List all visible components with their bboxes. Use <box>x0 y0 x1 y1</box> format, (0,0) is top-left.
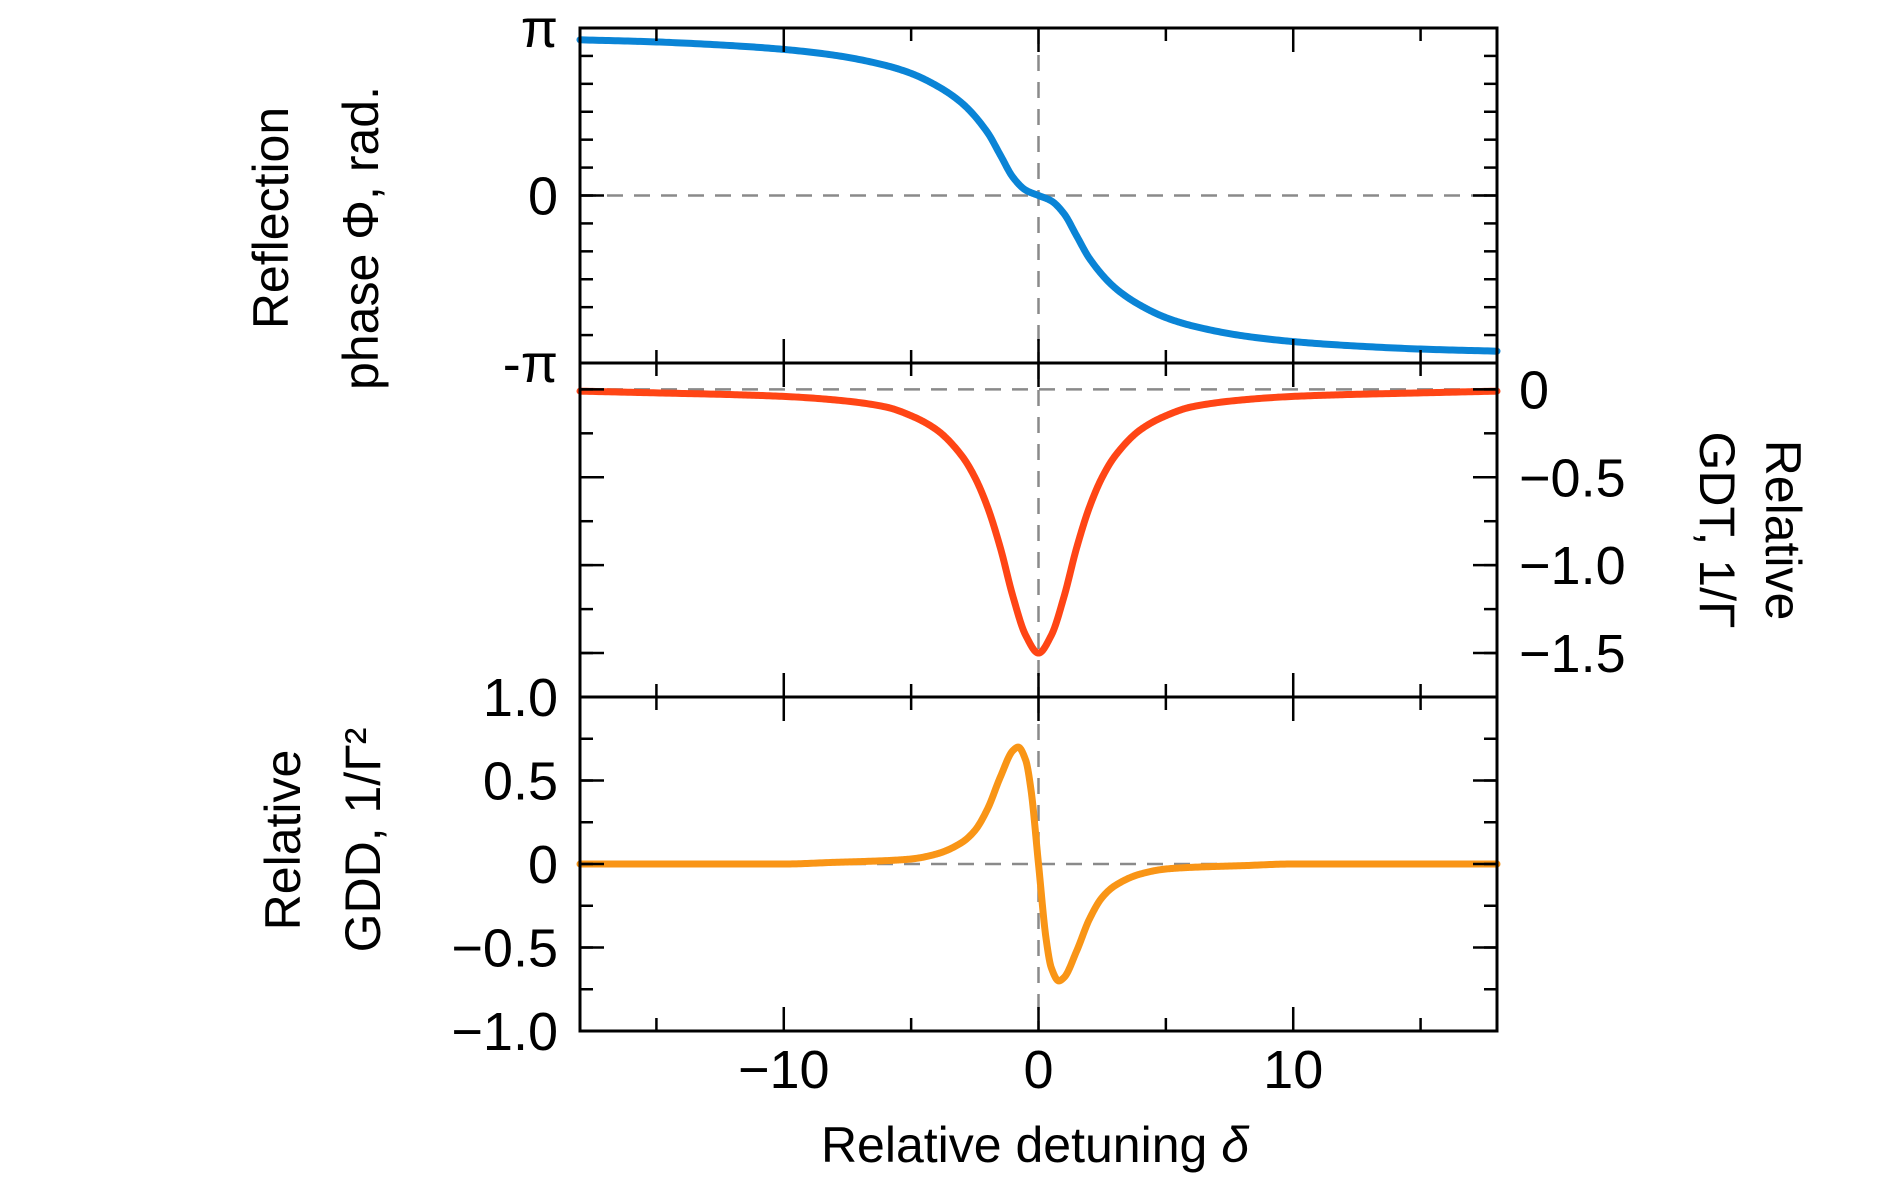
phase-curve <box>576 36 1501 355</box>
gdd-y-tick-label: 0 <box>528 835 558 895</box>
phase-y-tick-label: 0 <box>528 167 558 227</box>
gdt-curve <box>576 387 1501 657</box>
gdt-y-tick-label: −0.5 <box>1519 448 1626 508</box>
x-axis-label-text: Relative detuning <box>821 1117 1221 1173</box>
gdd-y-axis-label-line-2: GDD, 1/Γ² <box>335 728 391 953</box>
gdd-y-tick-labels: 1.0 0.5 0 −0.5 −1.0 <box>451 668 558 1062</box>
data-curves <box>576 36 1501 985</box>
x-tick-label: −10 <box>738 1040 830 1100</box>
x-axis-label-symbol: δ <box>1221 1117 1250 1173</box>
gdd-y-axis-label-line-1: Relative <box>255 750 311 931</box>
gdt-y-axis-label-line-1: Relative <box>1755 440 1811 621</box>
phase-y-axis-label-line-2: phase Φ, rad. <box>333 86 389 390</box>
phase-y-tick-label: -π <box>503 334 558 394</box>
phase-y-tick-label: π <box>521 0 558 59</box>
panel-frames <box>578 26 1499 1033</box>
gdt-y-tick-labels: 0 −0.5 −1.0 −1.5 <box>1519 360 1626 684</box>
gdd-y-tick-label: 1.0 <box>483 668 558 728</box>
gdd-y-tick-label: −1.0 <box>451 1002 558 1062</box>
gdd-y-tick-label: −0.5 <box>451 919 558 979</box>
gdt-y-axis-label-line-2: GDT, 1/Γ <box>1689 431 1745 628</box>
x-tick-label: 0 <box>1023 1040 1053 1100</box>
x-tick-labels: −10 0 10 <box>738 1040 1323 1100</box>
gdt-y-tick-label: −1.5 <box>1519 624 1626 684</box>
gdt-y-tick-label: −1.0 <box>1519 536 1626 596</box>
gdd-curve <box>576 743 1501 985</box>
phase-y-axis-label-line-1: Reflection <box>243 107 299 329</box>
gdd-frame <box>578 695 1499 1033</box>
gdd-y-tick-label: 0.5 <box>483 752 558 812</box>
phase-y-tick-labels: π 0 -π <box>503 0 558 394</box>
gdt-y-tick-label: 0 <box>1519 360 1549 420</box>
x-axis-label: Relative detuning δ <box>821 1117 1250 1173</box>
x-tick-label: 10 <box>1263 1040 1323 1100</box>
